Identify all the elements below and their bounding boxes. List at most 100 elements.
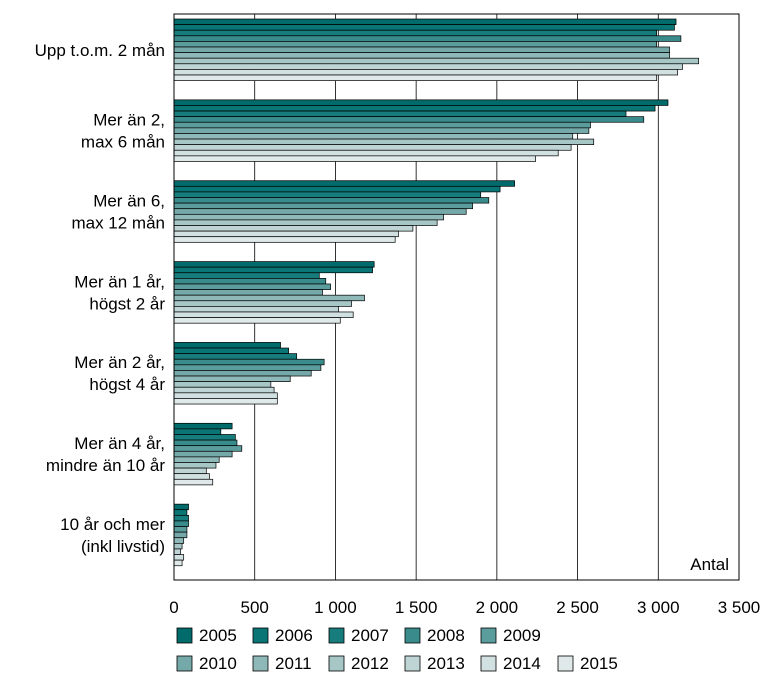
x-tick-label: 0 (169, 598, 178, 617)
legend-item: 2008 (404, 626, 465, 645)
plot-frame (173, 13, 740, 581)
category-label: Mer än 2, (93, 111, 165, 130)
category-label: Mer än 2 år, (74, 353, 165, 372)
category-label: mindre än 10 år (46, 456, 165, 475)
category-label: högst 2 år (89, 294, 165, 313)
category-label: 10 år och mer (60, 515, 165, 534)
legend-swatch (176, 655, 193, 672)
legend-item: 2013 (404, 654, 465, 673)
bar (173, 57, 699, 65)
x-tick-label: 3 000 (637, 598, 680, 617)
bar (173, 29, 658, 37)
bar (173, 149, 559, 157)
x-tick-label: 1 500 (395, 598, 438, 617)
legend-swatch (328, 627, 345, 644)
legend-item: 2012 (328, 654, 389, 673)
bar (173, 191, 482, 198)
x-tick-label: 3 500 (718, 598, 761, 617)
legend-swatch (404, 627, 421, 644)
bar (173, 509, 188, 516)
bar (173, 155, 536, 162)
bar (173, 41, 658, 48)
bar (173, 311, 354, 318)
bar (173, 542, 183, 550)
bar (173, 266, 373, 274)
bar (173, 110, 627, 118)
bar (173, 559, 183, 567)
bar (173, 24, 675, 31)
bar (173, 300, 352, 307)
bar (173, 69, 679, 76)
bar (173, 105, 656, 112)
bar (173, 213, 444, 221)
legend-item: 2005 (176, 626, 237, 645)
legend-label: 2010 (199, 654, 237, 673)
bar (173, 18, 677, 25)
bar (173, 398, 278, 405)
bar (173, 35, 682, 42)
bar (173, 202, 473, 210)
bars (173, 18, 699, 567)
bar (173, 370, 312, 377)
bar (173, 317, 341, 324)
bar (173, 138, 595, 146)
bar (173, 445, 243, 452)
bar (173, 386, 275, 394)
legend-label: 2006 (275, 626, 313, 645)
bar (173, 225, 414, 232)
bar (173, 121, 591, 129)
legend-swatch (557, 655, 574, 672)
bar (173, 450, 233, 458)
category-label: max 12 mån (71, 214, 165, 233)
x-tick-label: 500 (241, 598, 269, 617)
bar (173, 127, 590, 134)
bar (173, 503, 189, 511)
bar (173, 236, 396, 243)
legend-item: 2009 (480, 626, 541, 645)
bar (173, 381, 272, 388)
bar (173, 294, 365, 302)
legend-swatch (252, 655, 269, 672)
category-label: Mer än 1 år, (74, 272, 165, 291)
bar (173, 428, 222, 435)
bar (173, 439, 238, 447)
bar (173, 520, 189, 527)
bar (173, 422, 233, 430)
legend-label: 2015 (580, 654, 618, 673)
bar (173, 353, 298, 360)
bar (173, 526, 188, 533)
bar (173, 375, 291, 382)
legend-item: 2015 (557, 654, 618, 673)
x-axis-unit-label: Antal (690, 555, 729, 574)
bar (173, 46, 670, 53)
x-tick-label: 2 500 (556, 598, 599, 617)
legend-swatch (328, 655, 345, 672)
category-label: Mer än 4 år, (74, 434, 165, 453)
bar (173, 289, 323, 296)
legend-item: 2014 (480, 654, 541, 673)
bar (173, 144, 572, 151)
legend-swatch (480, 655, 497, 672)
legend-item: 2010 (176, 654, 237, 673)
bar (173, 358, 325, 366)
legend-label: 2014 (503, 654, 541, 673)
legend-item: 2007 (328, 626, 389, 645)
category-labels: Upp t.o.m. 2 mån Mer än 2, max 6 mån Mer än… (35, 41, 166, 556)
legend-item: 2011 (252, 654, 312, 673)
bar (173, 306, 340, 313)
category-label: (inkl livstid) (81, 537, 165, 556)
x-tick-label: 2 000 (476, 598, 519, 617)
category-label: max 6 mån (81, 133, 165, 152)
legend-swatch (404, 655, 421, 672)
bar (173, 208, 467, 215)
bar (173, 133, 574, 140)
bar (173, 99, 669, 106)
bar (173, 272, 320, 279)
bar (173, 537, 185, 544)
bar (173, 278, 327, 285)
x-tick-label: 1 000 (314, 598, 357, 617)
legend-label: 2008 (427, 626, 465, 645)
bar (173, 392, 278, 399)
legend-swatch (480, 627, 497, 644)
